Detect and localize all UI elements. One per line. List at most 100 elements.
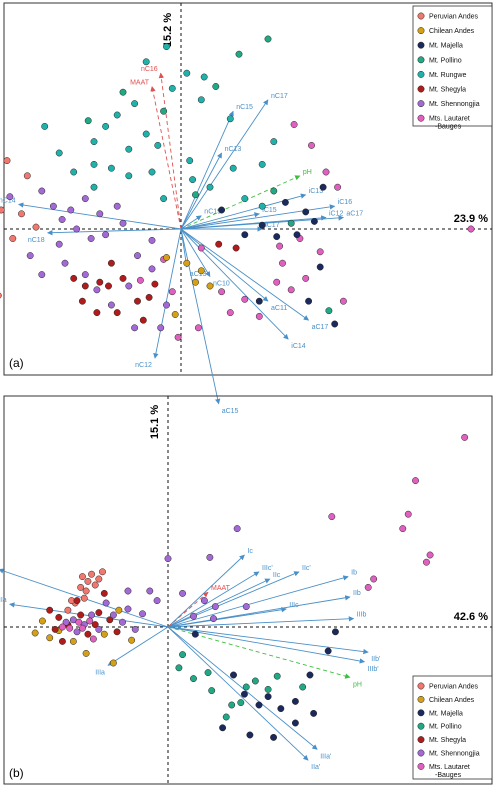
panel-a-point-mts-lautaret-bauges: [194, 324, 202, 332]
panel-b-vectors: IaIIaIIIaIcIIIc'IIcIIc'IIIcMAATIbIIbIIIb…: [0, 548, 380, 771]
panel-a-point-mt-rungwe: [163, 43, 170, 51]
panel-a-vector-label-ac11-17: aC11: [271, 305, 287, 312]
panel-b-point-mt-pollino: [242, 683, 250, 691]
panel-a-y-axis-label: 15.2 %: [162, 13, 174, 47]
panel-a-point-mt-shennongjia: [148, 236, 156, 244]
panel-b-point-mt-shennongjia: [200, 597, 208, 605]
panel-a-point-mt-rungwe: [125, 145, 133, 153]
panel-b-point-mts-lautaret-bauges: [328, 513, 336, 521]
panel-a-vector-label-nc13-4: nC13: [225, 146, 242, 153]
panel-b-x-axis-label: 42.6 %: [454, 611, 488, 623]
panel-a-point-mt-pollino: [84, 117, 92, 125]
panel-b-point-mts-lautaret-bauges: [370, 575, 378, 583]
panel-b-vector-label-ph-14: pH: [353, 681, 362, 688]
panel-a-vector-label-nc10-15: nC10: [213, 281, 230, 288]
panel-a-vector-nc12-20: [153, 228, 182, 359]
panel-b-point-mt-majella: [240, 690, 248, 698]
panel-a-vector-ic16-7: [180, 204, 336, 230]
panel-b-point-mt-pollino: [251, 677, 259, 685]
panel-a-point-mt-shennongjia: [81, 271, 89, 279]
panel-b-point-mt-shennongjia: [146, 587, 154, 595]
panel-a-point-mt-shegyla: [232, 244, 240, 252]
panel-a-point-peruvian-andes: [23, 172, 31, 180]
panel-b-points: [31, 433, 469, 741]
panel-a-vector-label-ic16-7: iC16: [338, 199, 353, 206]
panel-a-point-mt-shennongjia: [81, 195, 89, 203]
panel-b-y-axis-label: 15.1 %: [149, 405, 161, 439]
panel-a-legend-label-mt-pollino: Mt. Pollino: [429, 57, 462, 64]
panel-b-point-mt-pollino: [264, 685, 272, 693]
panel-a-x-axis-label: 23.9 %: [454, 213, 488, 225]
panel-b-point-mt-majella: [291, 719, 299, 727]
panel-b-vector-label-iiic-7: IIIc: [289, 602, 299, 609]
panel-a-point-mt-rungwe: [102, 122, 110, 130]
panel-a-vector-label-nc12-20: nC12: [135, 362, 152, 369]
panel-b-vector-label-iib-12: IIb': [371, 656, 380, 663]
panel-b-point-mt-shennongjia: [206, 553, 214, 561]
panel-a-vector-label-ac17-18: aC17: [312, 324, 329, 331]
panel-b-point-mts-lautaret-bauges: [58, 623, 66, 631]
panel-a-point-mt-shennongjia: [61, 259, 69, 267]
panel-a-point-mt-rungwe: [206, 183, 214, 191]
panel-a-point-mt-shennongjia: [73, 225, 81, 233]
panel-b-point-chilean-andes: [109, 659, 117, 667]
panel-b-point-mt-shennongjia: [164, 555, 172, 563]
panel-b-vector-iic-6: [167, 571, 300, 628]
panel-a-legend: Peruvian Andes Chilean Andes Mt. Majella Mt…: [412, 5, 493, 131]
panel-a-point-mt-shennongjia: [134, 252, 141, 260]
panel-a-point-mt-rungwe: [160, 195, 168, 203]
panel-b-point-mt-shegyla: [100, 589, 108, 597]
panel-a-point-mts-lautaret-bauges: [174, 333, 182, 341]
panel-a-point-chilean-andes: [171, 311, 179, 318]
panel-b-point-mts-lautaret-bauges: [66, 624, 74, 632]
panel-a-point-mt-rungwe: [142, 130, 150, 138]
panel-b-point-mt-majella: [331, 628, 339, 636]
panel-a-point-mt-majella: [255, 297, 263, 305]
panel-a-point-mts-lautaret-bauges: [136, 276, 144, 284]
panel-a-point-mt-majella: [302, 208, 310, 216]
panel-a-vector-label-ic17-11: iC17: [265, 222, 280, 229]
panel-a-vector-label-nc18-14: nC18: [28, 237, 45, 244]
panel-b-point-mt-shegyla: [58, 637, 66, 645]
panel-b-point-mt-shegyla: [113, 628, 121, 636]
panel-a-legend-label-mt-rungwe: Mt. Rungwe: [429, 72, 466, 79]
panel-a-point-peruvian-andes: [9, 235, 17, 242]
panel-a-point-mt-shennongjia: [6, 193, 14, 201]
panel-a-point-mt-rungwe: [154, 141, 162, 149]
panel-a-point-mt-shennongjia: [26, 252, 34, 260]
panel-a-point-mt-rungwe: [168, 84, 176, 92]
panel-a-point-mt-shennongjia: [157, 324, 165, 332]
panel-b-vector-label-ib-9: Ib: [351, 570, 357, 577]
panel-b-point-mt-pollino: [299, 683, 307, 691]
panel-a-point-mt-shennongjia: [55, 240, 63, 248]
panel-b-point-peruvian-andes: [91, 581, 99, 589]
panel-a-point-peruvian-andes: [3, 157, 11, 165]
panel-a-point-mt-shennongjia: [67, 206, 75, 214]
panel-b-point-peruvian-andes: [99, 568, 106, 576]
panel-b-point-mt-shegyla: [55, 613, 63, 621]
panel-a-points: [0, 35, 475, 341]
panel-b-legend-label-mt-shennongjia: Mt. Shennongjia: [429, 751, 480, 758]
panel-b-vector-iiia-2: [107, 626, 169, 666]
panel-b-point-mt-shennongjia: [124, 605, 132, 613]
panel-b-point-mts-lautaret-bauges: [364, 583, 372, 591]
panel-b-vector-iiib-11: [167, 616, 355, 628]
panel-b-frame: [3, 395, 493, 785]
panel-b-point-mt-majella: [310, 709, 318, 717]
panel-b-point-mts-lautaret-bauges: [86, 617, 94, 625]
panel-a-vector-ac17-18: [180, 228, 310, 321]
panel-a-point-mt-rungwe: [258, 160, 266, 168]
panel-b-point-mts-lautaret-bauges: [426, 551, 434, 559]
panel-a-point-mt-shegyla: [81, 282, 89, 290]
panel-b-vector-iiib-13: [167, 626, 366, 664]
panel-a-legend-marker-mt-majella: [417, 41, 425, 49]
panel-b-vector-label-ic-3: Ic: [247, 548, 253, 555]
panel-a-vector-nc10-15: [180, 228, 211, 277]
panel-a-vector-label-ic15-10: iC15: [262, 207, 277, 214]
panel-b-point-mt-shegyla: [77, 611, 85, 619]
panel-a-point-mts-lautaret-bauges: [467, 225, 475, 233]
panel-a-point-mt-rungwe: [90, 160, 98, 168]
panel-b-point-mt-shennongjia: [242, 603, 250, 611]
panel-a-point-mts-lautaret-bauges: [316, 248, 324, 256]
